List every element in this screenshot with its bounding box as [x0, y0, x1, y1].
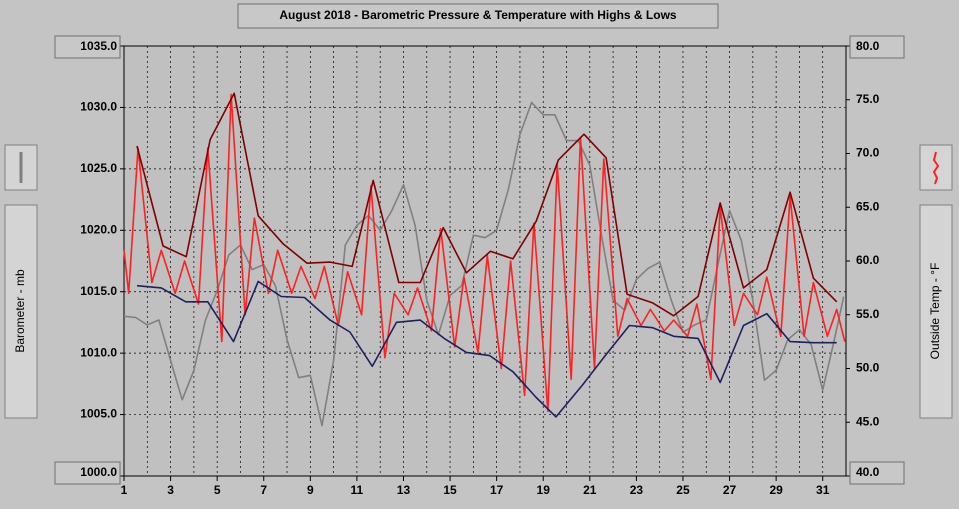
x-tick-label: 5 — [214, 483, 221, 497]
series-line — [123, 101, 845, 427]
x-tick-label: 15 — [443, 483, 457, 497]
y-tick-label: 1020.0 — [80, 222, 117, 236]
chart-title: August 2018 - Barometric Pressure & Temp… — [279, 8, 677, 22]
plot-area — [123, 45, 847, 477]
x-tick-label: 17 — [490, 483, 504, 497]
series-line — [136, 280, 837, 418]
y2-tick-box — [849, 35, 905, 59]
x-tick-label: 29 — [769, 483, 783, 497]
x-tick-label: 23 — [630, 483, 644, 497]
y2-tick-label: 65.0 — [856, 199, 880, 213]
y-axis-label: Barometer - mb — [13, 269, 27, 353]
y2-axis-label: Outside Temp - °F — [928, 263, 942, 360]
axis-label-box — [4, 204, 38, 419]
x-tick-label: 11 — [351, 483, 364, 497]
x-tick-label: 27 — [723, 483, 737, 497]
series-layer — [123, 92, 846, 427]
y2-tick-box — [849, 461, 905, 485]
x-tick-label: 19 — [537, 483, 551, 497]
y2-tick-label: 55.0 — [856, 307, 880, 321]
series-line — [136, 92, 838, 317]
y2-tick-label: 60.0 — [856, 253, 880, 267]
title-box — [237, 3, 719, 29]
series-line — [123, 93, 846, 413]
y-tick-label: 1030.0 — [80, 100, 117, 114]
y2-tick-label: 40.0 — [856, 465, 880, 479]
y2-tick-label: 50.0 — [856, 361, 880, 375]
legend-icon — [932, 151, 940, 185]
x-tick-label: 31 — [816, 483, 830, 497]
grid — [123, 46, 846, 476]
y-tick-label: 1000.0 — [80, 465, 117, 479]
axis-label-box — [919, 204, 953, 419]
y-tick-label: 1005.0 — [80, 407, 117, 421]
axes: 1 3 5 7 9 11 13 15 17 19 21 23 25 27 29 311000.01005.01… — [54, 35, 905, 497]
x-tick-label: 21 — [583, 483, 597, 497]
x-tick-label: 9 — [307, 483, 314, 497]
y2-tick-label: 45.0 — [856, 414, 880, 428]
y-tick-label: 1010.0 — [80, 345, 117, 359]
y-tick-label: 1025.0 — [80, 161, 117, 175]
y-tick-box — [54, 461, 121, 485]
y-tick-label: 1015.0 — [80, 284, 117, 298]
x-tick-label: 1 — [121, 483, 128, 497]
x-tick-label: 13 — [397, 483, 411, 497]
y-tick-box — [54, 35, 121, 59]
x-tick-label: 7 — [260, 483, 267, 497]
x-tick-label: 25 — [676, 483, 690, 497]
y2-tick-label: 75.0 — [856, 92, 880, 106]
y2-tick-label: 70.0 — [856, 146, 880, 160]
y2-tick-label: 80.0 — [856, 39, 880, 53]
y-tick-label: 1035.0 — [80, 39, 117, 53]
x-tick-label: 3 — [167, 483, 174, 497]
